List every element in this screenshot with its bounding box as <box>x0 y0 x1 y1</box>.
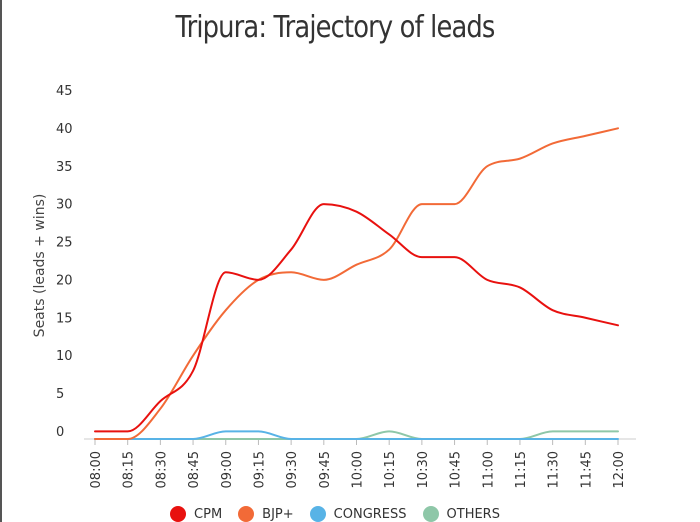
legend-swatch <box>170 506 187 522</box>
x-tick-label: 11:30 <box>547 451 562 488</box>
x-tick-label: 10:45 <box>449 451 464 488</box>
legend-item-bjp[interactable]: BJP+ <box>238 506 294 522</box>
x-tick-label: 10:15 <box>383 451 398 488</box>
x-tick-label: 12:00 <box>612 451 627 488</box>
y-tick-label: 45 <box>56 84 73 99</box>
x-tick-label: 09:15 <box>252 451 267 488</box>
series-line-others <box>94 430 619 440</box>
legend-label: BJP+ <box>262 506 294 522</box>
chart-legend: CPM BJP+ CONGRESS OTHERS <box>0 506 670 522</box>
x-tick-label: 08:15 <box>122 451 137 488</box>
x-tick-label: 08:45 <box>187 451 202 488</box>
series-line-bjp <box>94 127 619 440</box>
x-tick-label: 11:00 <box>481 451 496 488</box>
y-tick-label: 40 <box>56 122 73 137</box>
y-tick-label: 25 <box>56 236 73 251</box>
y-tick-label: 5 <box>56 387 64 402</box>
legend-label: OTHERS <box>446 506 500 522</box>
y-tick-label: 20 <box>56 273 73 288</box>
left-border <box>0 0 2 522</box>
x-tick-label: 08:00 <box>89 451 104 488</box>
y-axis-label: Seats (leads + wins) <box>32 194 48 338</box>
chart-title: Tripura: Trajectory of leads <box>175 10 495 45</box>
x-tick-label: 09:45 <box>318 451 333 488</box>
x-tick-label: 10:30 <box>416 451 431 488</box>
y-tick-label: 10 <box>56 349 73 364</box>
legend-swatch <box>238 506 255 522</box>
x-tick-label: 08:30 <box>154 451 169 488</box>
y-tick-label: 35 <box>56 160 73 175</box>
legend-item-cpm[interactable]: CPM <box>170 506 222 522</box>
x-tick-label: 11:45 <box>579 451 594 488</box>
x-tick-label: 11:15 <box>514 451 529 488</box>
legend-label: CONGRESS <box>333 506 407 522</box>
y-tick-label: 30 <box>56 198 73 213</box>
series-line-congress <box>94 430 619 440</box>
legend-item-congress[interactable]: CONGRESS <box>309 506 407 522</box>
legend-label: CPM <box>194 506 223 522</box>
x-tick-label: 09:30 <box>285 451 300 488</box>
y-tick-label: 15 <box>56 311 73 326</box>
y-tick-label: 0 <box>56 425 64 440</box>
legend-item-others[interactable]: OTHERS <box>422 506 500 522</box>
series-line-cpm <box>94 203 619 433</box>
x-tick-label: 10:00 <box>351 451 366 488</box>
x-tick-label: 09:00 <box>220 451 235 488</box>
legend-swatch <box>309 506 326 522</box>
legend-swatch <box>422 506 439 522</box>
